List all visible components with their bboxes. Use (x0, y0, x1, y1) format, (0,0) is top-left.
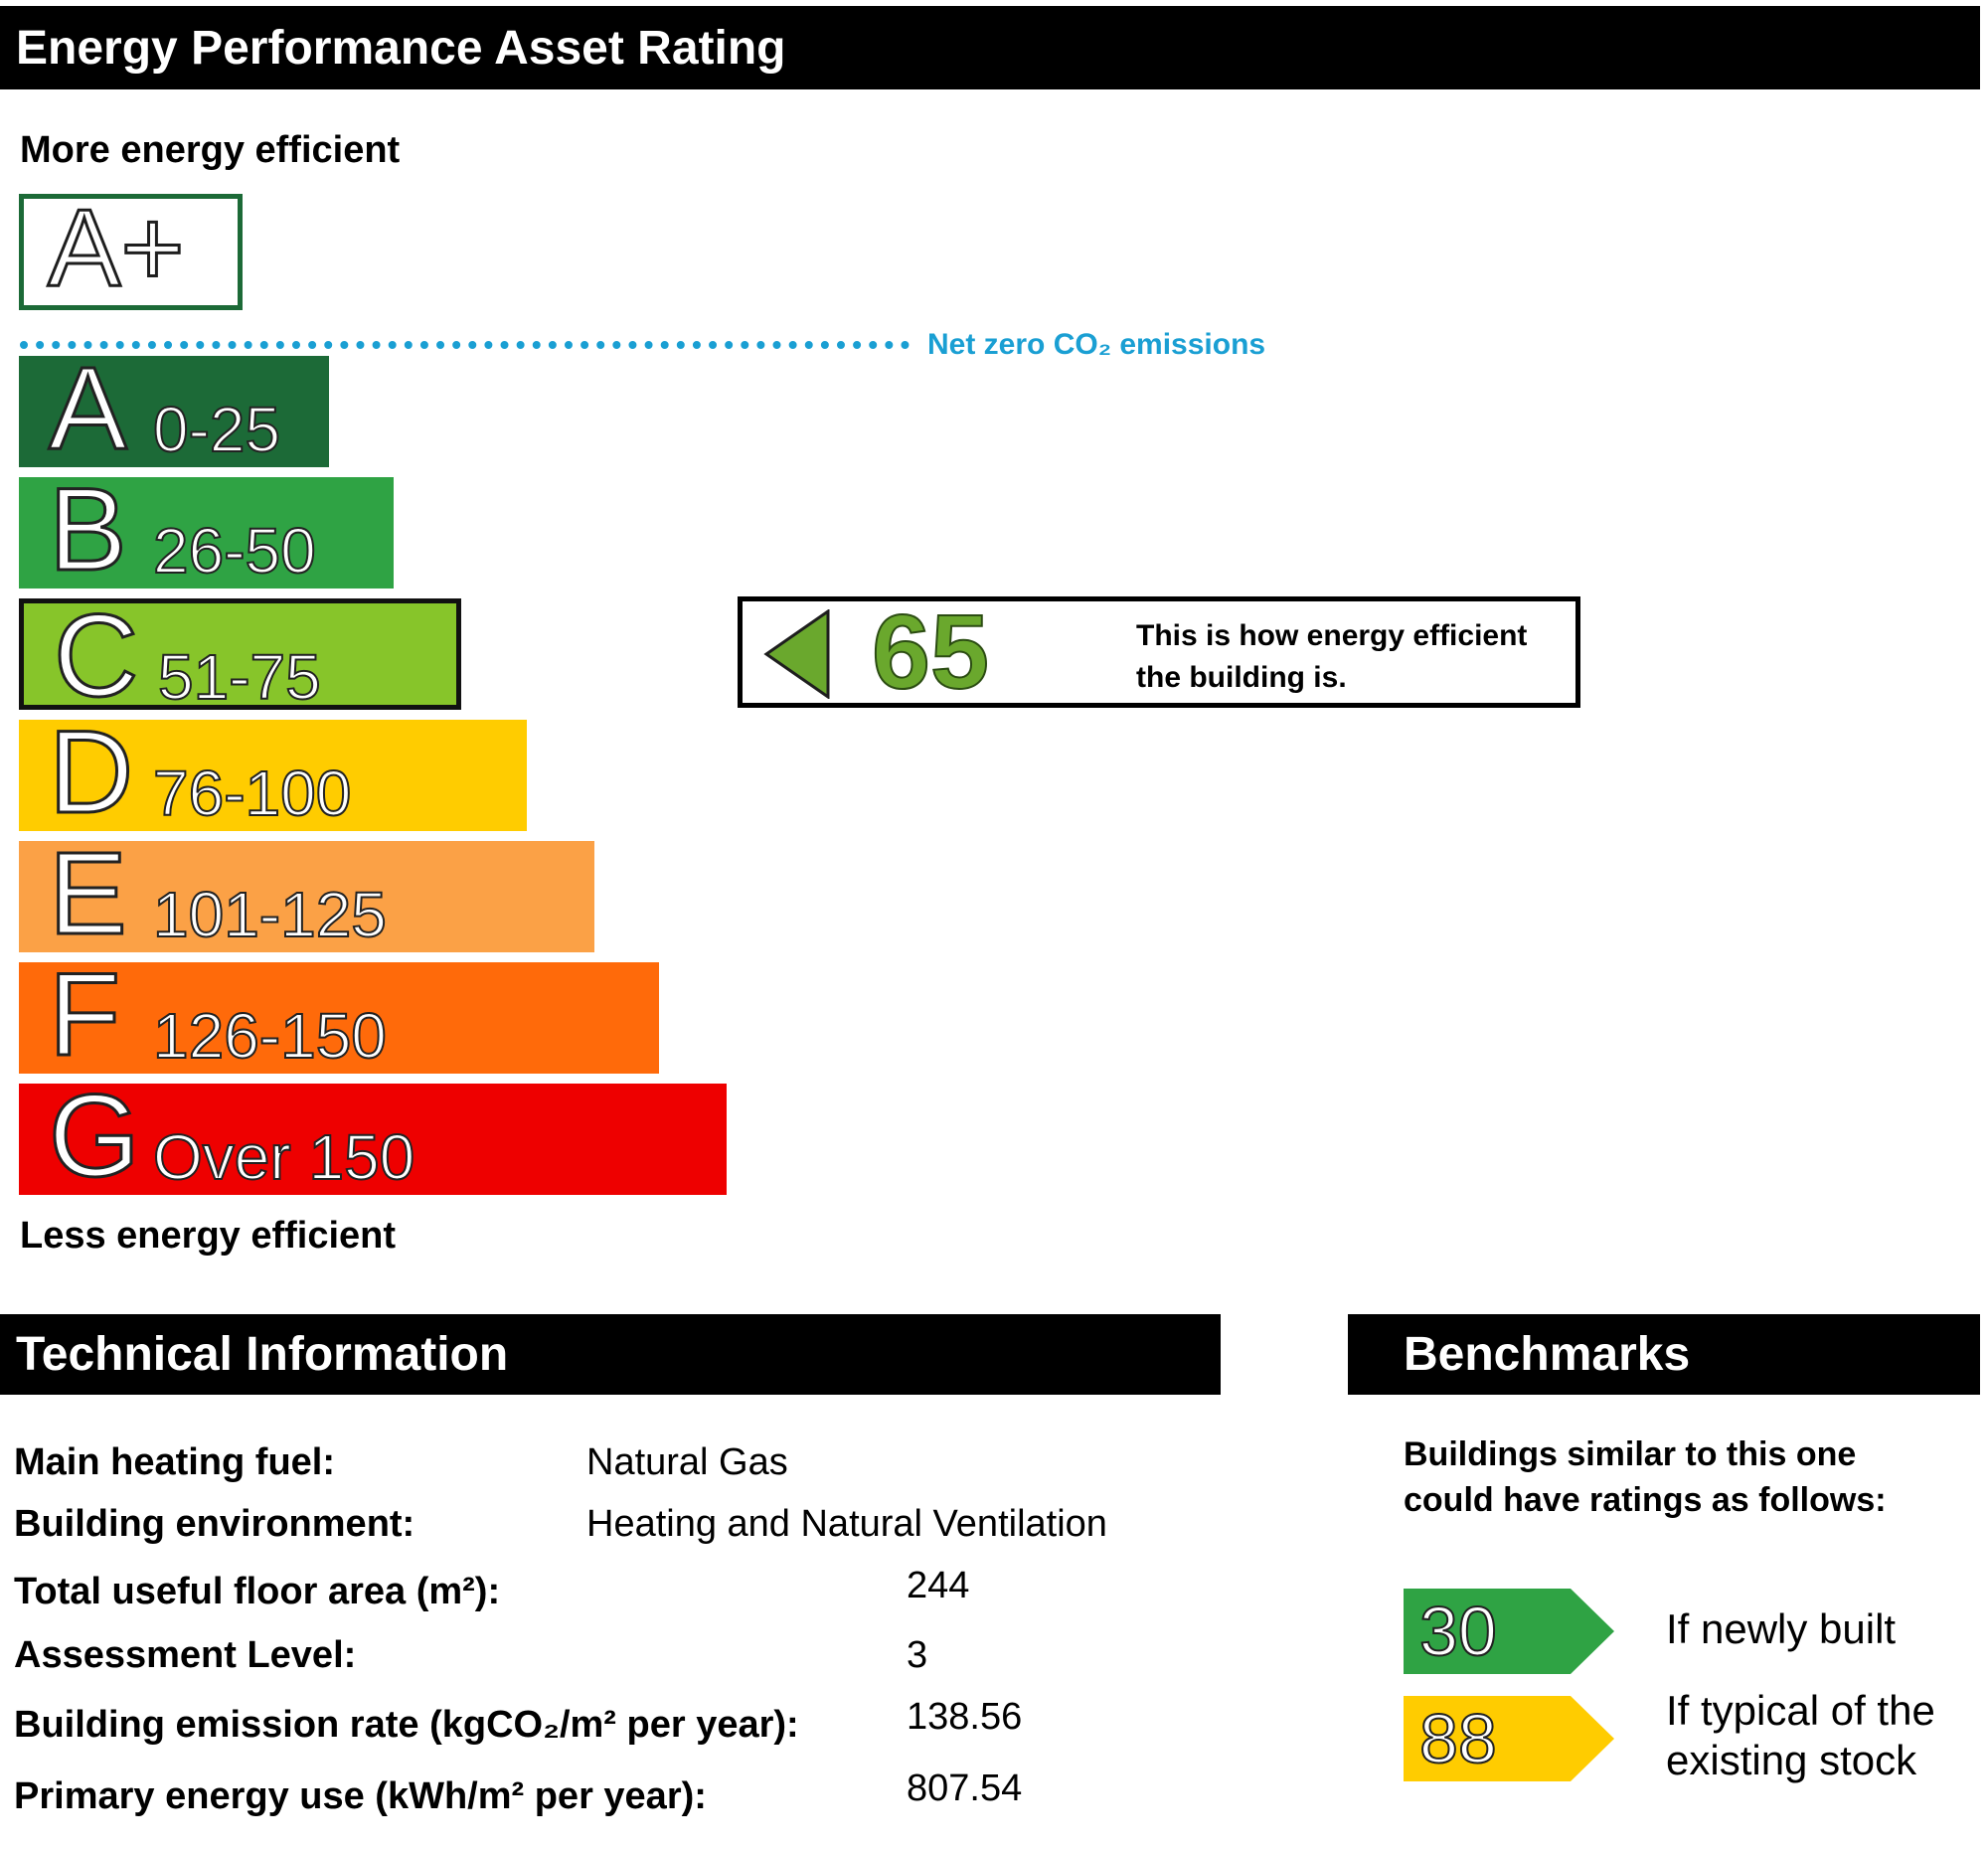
less-efficient-label: Less energy efficient (20, 1215, 397, 1257)
benchmark-value: 88 (1418, 1700, 1498, 1777)
band-letter: B (48, 464, 129, 595)
band-letter: D (47, 707, 134, 838)
band-letter: C (52, 590, 139, 722)
technical-info-header: Technical Information (0, 1314, 1221, 1395)
tech-label-environment: Building environment: (14, 1503, 415, 1545)
band-letter: E (48, 828, 129, 959)
band-letter: G (48, 1071, 142, 1202)
tech-label-primary-energy: Primary energy use (kWh/m² per year): (14, 1775, 707, 1817)
benchmark-value: 30 (1418, 1593, 1498, 1670)
tech-value-environment: Heating and Natural Ventilation (586, 1503, 1107, 1545)
benchmarks-description: Buildings similar to this one could have… (1404, 1435, 1887, 1519)
benchmark-typical-stock: 88 (1404, 1696, 1616, 1781)
band-f: F 126-150 (19, 955, 659, 1076)
rating-value: 65 (871, 593, 990, 711)
benchmarks-header: Benchmarks (1348, 1314, 1980, 1395)
band-range: Over 150 (152, 1121, 415, 1193)
band-range: 126-150 (152, 1000, 388, 1072)
band-range: 51-75 (157, 641, 322, 713)
tech-value-primary-energy: 807.54 (907, 1767, 1023, 1809)
more-efficient-label: More energy efficient (20, 129, 401, 171)
band-a: A 0-25 (19, 349, 329, 469)
band-d: D 76-100 (19, 713, 527, 833)
benchmark-arrow-shape (1404, 1696, 1614, 1781)
band-letter: A (48, 343, 129, 474)
band-range: 26-50 (152, 515, 317, 587)
tech-value-assessment-level: 3 (907, 1634, 928, 1676)
page-title: Energy Performance Asset Rating (0, 6, 1980, 89)
tech-label-heating-fuel: Main heating fuel: (14, 1441, 335, 1483)
aplus-rating-box: A+ (19, 192, 243, 310)
net-zero-label: Net zero CO₂ emissions (927, 328, 1266, 361)
tech-value-emission-rate: 138.56 (907, 1696, 1023, 1738)
benchmark-arrow-shape (1404, 1589, 1614, 1674)
rating-description: This is how energy efficient the buildin… (1136, 619, 1528, 694)
band-range: 76-100 (152, 757, 352, 829)
benchmark-label-typical-stock: If typical of the existing stock (1666, 1687, 1935, 1783)
band-range: 101-125 (152, 879, 388, 950)
benchmark-label-new-build: If newly built (1666, 1605, 1897, 1652)
band-g: G Over 150 (19, 1077, 727, 1197)
rating-indicator: 65 This is how energy efficient the buil… (738, 596, 1580, 708)
tech-value-heating-fuel: Natural Gas (586, 1441, 788, 1483)
tech-label-emission-rate: Building emission rate (kgCO₂/m² per yea… (14, 1704, 799, 1746)
benchmark-new-build: 30 (1404, 1589, 1616, 1674)
dotted-divider (20, 341, 910, 349)
tech-value-floor-area: 244 (907, 1565, 970, 1606)
band-letter: F (47, 949, 121, 1081)
net-zero-line: Net zero CO₂ emissions (20, 328, 1265, 362)
tech-label-floor-area: Total useful floor area (m²): (14, 1571, 501, 1612)
band-b: B 26-50 (19, 470, 394, 590)
arrow-left-icon (763, 609, 830, 699)
band-range: 0-25 (152, 394, 281, 465)
band-c: C 51-75 (19, 596, 461, 717)
band-e: E 101-125 (19, 834, 594, 954)
tech-label-assessment-level: Assessment Level: (14, 1634, 357, 1676)
